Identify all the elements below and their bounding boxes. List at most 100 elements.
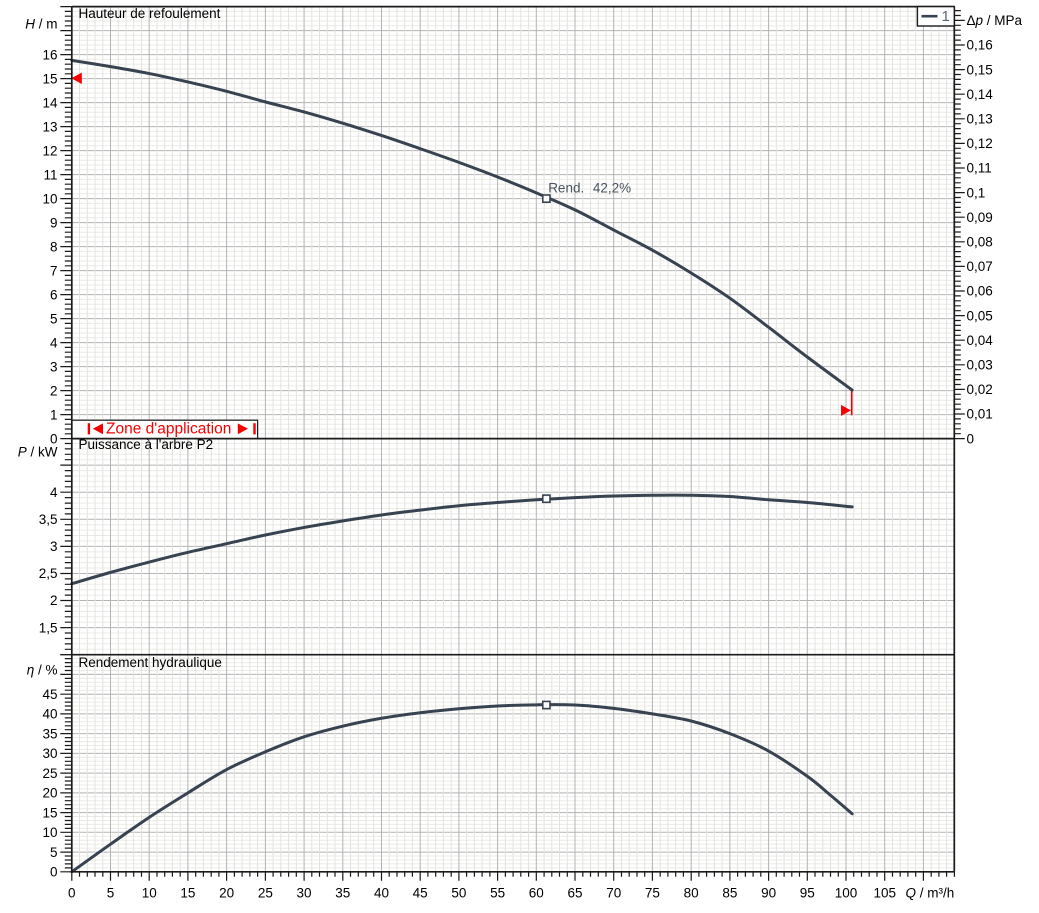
ticks-minor-flow (78, 871, 955, 877)
ticks-minor-efficiency (64, 658, 72, 869)
chart-title-power: Puissance à l'arbre P2 (79, 437, 214, 452)
tick-label-flow: 80 (684, 885, 699, 900)
tick-label-flow: 30 (297, 885, 312, 900)
tick-label-efficiency: 30 (42, 746, 57, 761)
tick-label-flow: 35 (335, 885, 350, 900)
ticks-minor-power (64, 442, 72, 650)
ticks-minor-pressure (954, 10, 961, 435)
application-zone-label: Zone d'application (106, 421, 231, 438)
tick-label-head: 9 (50, 215, 58, 230)
pressure-axis-symbol: p (975, 13, 984, 28)
tick-label-pressure: 0,02 (967, 382, 993, 397)
tick-label-flow: 0 (68, 885, 76, 900)
tick-label-head: 16 (42, 47, 57, 62)
head-axis-unit: / m (35, 17, 58, 32)
flow-axis-unit: / m³/h (916, 885, 954, 900)
tick-label-efficiency: 15 (42, 805, 57, 820)
tick-label-pressure: 0,07 (967, 259, 993, 274)
tick-label-power: 3 (50, 539, 58, 554)
tick-label-efficiency: 25 (42, 766, 57, 781)
efficiency-axis-title: η / % (27, 662, 58, 677)
tick-label-flow: 40 (374, 885, 389, 900)
tick-label-flow: 20 (219, 885, 234, 900)
zone-right-bar (253, 423, 256, 435)
tick-label-head: 4 (50, 335, 58, 350)
tick-label-head: 1 (50, 407, 58, 422)
curve-power (70, 493, 854, 586)
tick-label-pressure: 0,06 (967, 284, 993, 299)
ticks-major-head (60, 6, 72, 440)
curve-head (70, 58, 854, 392)
tick-label-flow: 10 (142, 885, 157, 900)
tick-label-flow: 45 (413, 885, 428, 900)
zone-min-marker-icon (71, 72, 82, 84)
tick-label-head: 7 (50, 263, 58, 278)
tick-label-flow: 60 (529, 885, 544, 900)
tick-label-power: 4 (50, 485, 58, 500)
head-axis-symbol: H (25, 17, 35, 32)
flow-axis-symbol: Q (906, 885, 917, 900)
tick-label-head: 8 (50, 239, 58, 254)
tick-label-pressure: 0,12 (967, 136, 993, 151)
operating-label-text: Rend. (548, 181, 584, 196)
power-axis-unit: / kW (27, 444, 58, 459)
tick-label-flow: 50 (451, 885, 466, 900)
ticks-major-power (60, 464, 72, 656)
tick-label-pressure: 0,14 (967, 87, 994, 102)
tick-label-pressure: 0,03 (967, 358, 993, 373)
tick-label-head: 11 (43, 167, 57, 182)
power-axis-title: P / kW (18, 444, 58, 459)
tick-label-power: 2 (50, 593, 58, 608)
tick-label-head: 0 (50, 431, 58, 446)
tick-label-flow: 95 (800, 885, 815, 900)
ticks-major-pressure (954, 19, 965, 440)
tick-label-efficiency: 10 (42, 825, 57, 840)
tick-label-pressure: 0,09 (967, 210, 993, 225)
tick-label-head: 13 (42, 119, 57, 134)
tick-label-power: 3,5 (39, 512, 58, 527)
ticks-minor-head (64, 10, 72, 435)
tick-label-flow: 85 (722, 885, 737, 900)
tick-label-pressure: 0,16 (967, 38, 993, 53)
operating-point-head (541, 194, 551, 203)
tick-label-head: 2 (50, 383, 58, 398)
operating-label-value: 42,2% (593, 181, 631, 196)
tick-label-pressure: 0,15 (967, 62, 993, 77)
pressure-axis-symbol-prefix: Δ (967, 13, 976, 28)
tick-label-flow: 90 (761, 885, 776, 900)
tick-label-pressure: 0,08 (967, 235, 993, 250)
chart-title-efficiency: Rendement hydraulique (79, 655, 222, 670)
zone-left-arrow-icon (92, 423, 103, 435)
operating-point-label: Rend. 42,2% (548, 181, 631, 196)
chart-title-head: Hauteur de refoulement (79, 6, 221, 21)
tick-label-efficiency: 40 (42, 707, 57, 722)
efficiency-axis-unit: / % (34, 662, 57, 677)
tick-label-pressure: 0 (967, 431, 975, 446)
tick-label-efficiency: 45 (42, 687, 57, 702)
tick-label-efficiency: 0 (50, 865, 58, 880)
zone-max-marker-icon (841, 404, 851, 417)
tick-label-head: 10 (42, 191, 57, 206)
pressure-axis-unit: / MPa (983, 13, 1023, 28)
tick-label-head: 15 (42, 71, 57, 86)
tick-label-pressure: 0,1 (967, 185, 986, 200)
tick-label-flow: 75 (645, 885, 660, 900)
tick-label-flow: 70 (606, 885, 621, 900)
operating-point-power (541, 494, 551, 504)
head-axis-title: H / m (25, 17, 57, 32)
tick-label-head: 6 (50, 287, 58, 302)
tick-label-pressure: 0,11 (967, 161, 992, 176)
tick-label-head: 12 (42, 143, 57, 158)
operating-point-efficiency (541, 700, 551, 710)
tick-label-pressure: 0,04 (967, 333, 994, 348)
tick-label-flow: 5 (107, 885, 115, 900)
tick-label-pressure: 0,01 (967, 407, 993, 422)
tick-label-flow: 25 (258, 885, 273, 900)
tick-label-power: 1,5 (39, 620, 58, 635)
pressure-axis-title: Δp / MPa (967, 13, 1023, 28)
tick-label-efficiency: 35 (42, 726, 57, 741)
zone-left-bar (87, 423, 91, 435)
ticks-major-efficiency (60, 654, 72, 873)
curve-efficiency (70, 703, 854, 874)
